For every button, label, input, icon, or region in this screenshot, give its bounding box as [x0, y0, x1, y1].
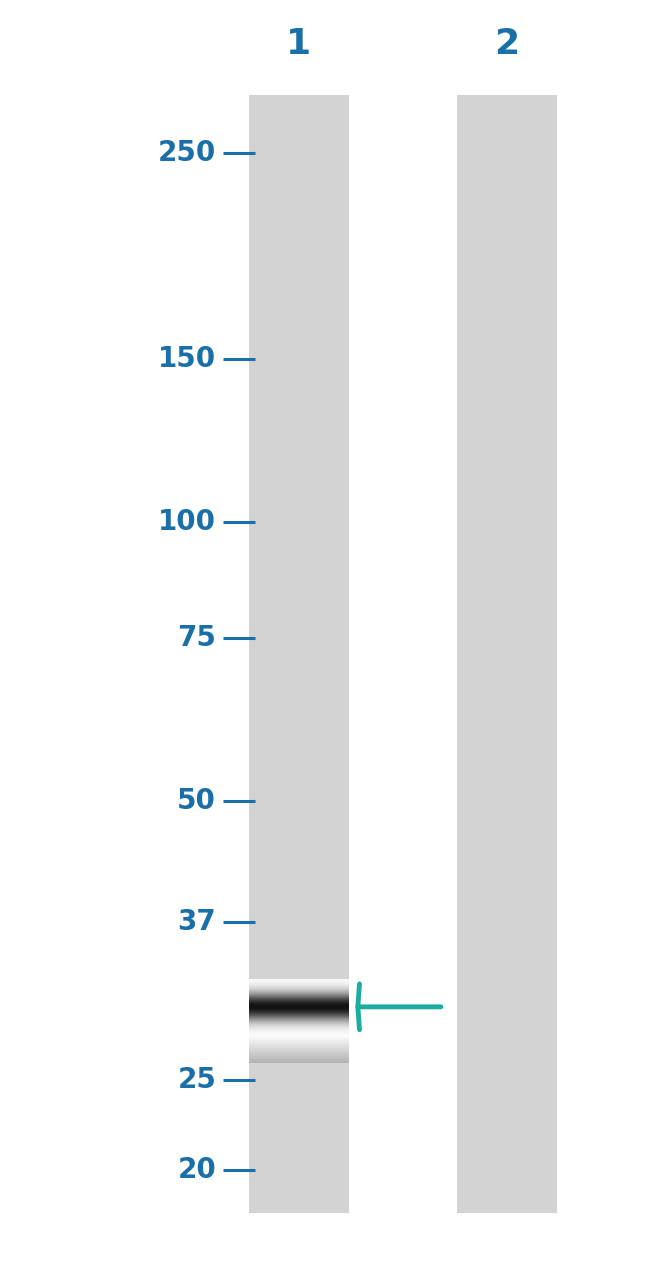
- Bar: [248, 95, 350, 1213]
- Text: 250: 250: [158, 138, 216, 166]
- Text: 150: 150: [158, 344, 216, 372]
- Text: 20: 20: [177, 1156, 216, 1184]
- Bar: [456, 95, 558, 1213]
- Text: 37: 37: [177, 908, 216, 936]
- Text: 2: 2: [495, 28, 519, 61]
- Text: 100: 100: [158, 508, 216, 536]
- Text: 75: 75: [177, 624, 216, 652]
- Text: 25: 25: [177, 1067, 216, 1095]
- Text: 50: 50: [177, 787, 216, 815]
- Text: 1: 1: [287, 28, 311, 61]
